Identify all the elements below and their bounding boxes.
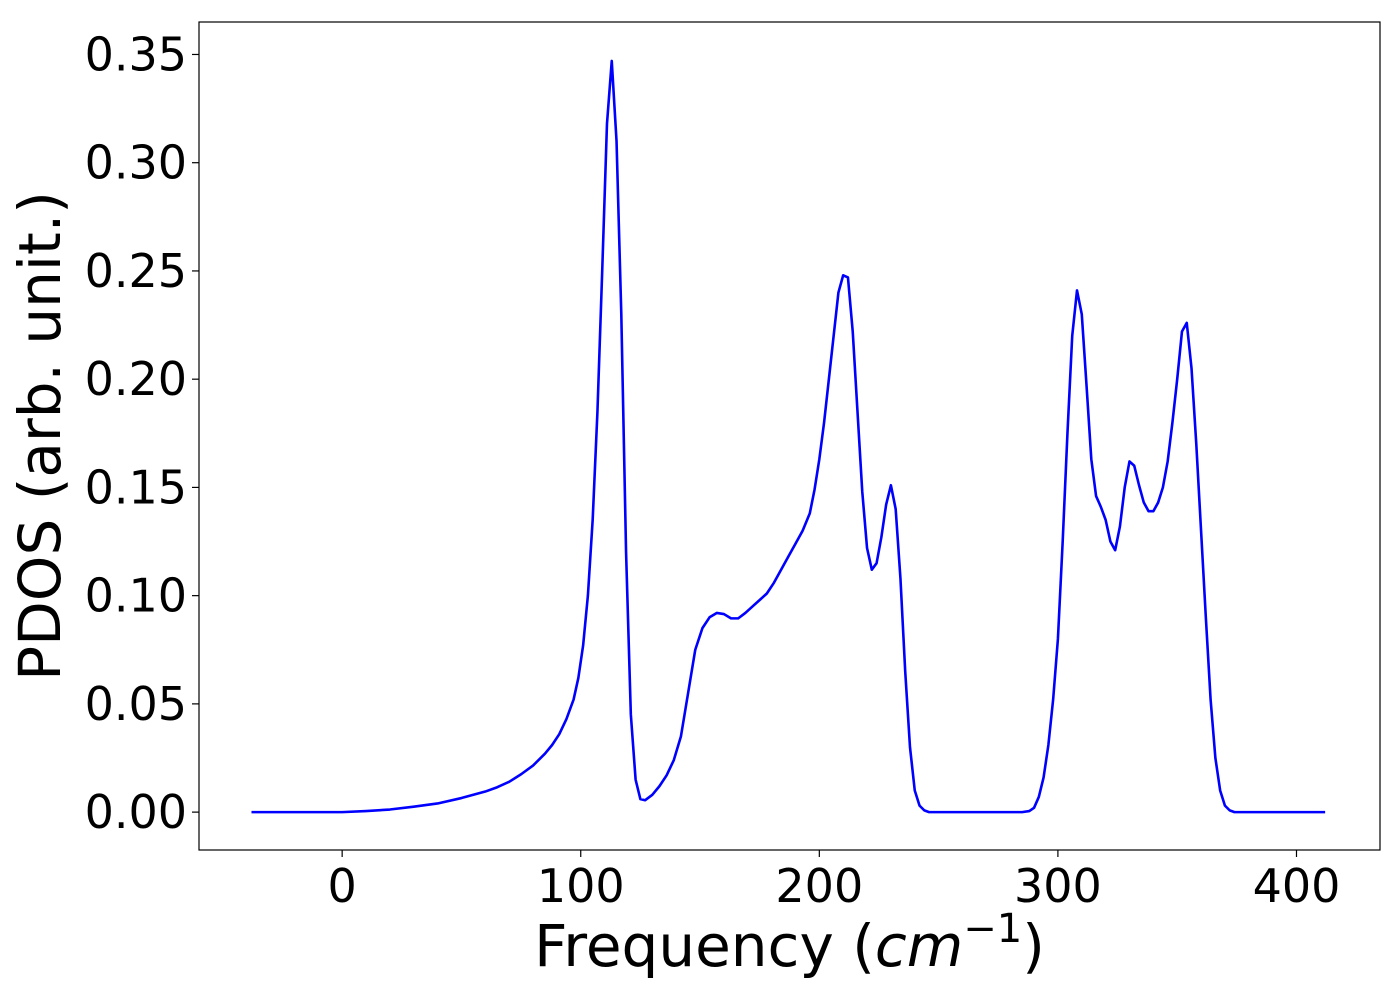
x-tick-label: 400 xyxy=(1253,859,1341,913)
y-tick-label: 0.15 xyxy=(85,460,187,514)
y-tick-label: 0.30 xyxy=(85,136,187,190)
x-title-exponent: −1 xyxy=(963,906,1022,952)
x-tick-label: 300 xyxy=(1014,859,1102,913)
x-axis: 0 100 200 300 400 xyxy=(328,850,1341,913)
y-axis-title: PDOS (arb. unit.) xyxy=(6,191,74,681)
x-title-prefix: Frequency ( xyxy=(534,912,875,980)
x-title-unit: cm xyxy=(875,912,963,980)
x-tick-label: 200 xyxy=(775,859,863,913)
x-tick-label: 100 xyxy=(537,859,625,913)
y-axis: 0.00 0.05 0.10 0.15 0.20 0.25 0.30 0.35 xyxy=(85,27,199,839)
series-layer xyxy=(251,59,1326,814)
plot-area-frame xyxy=(198,21,1381,851)
y-tick-label: 0.10 xyxy=(85,569,187,623)
y-tick-label: 0.25 xyxy=(85,244,187,298)
series-line-1 xyxy=(251,59,1326,814)
y-tick-label: 0.35 xyxy=(85,27,187,81)
y-tick-label: 0.20 xyxy=(85,352,187,406)
x-axis-title: Frequency (cm−1) xyxy=(534,906,1045,980)
y-tick-label: 0.00 xyxy=(85,785,187,839)
y-tick-label: 0.05 xyxy=(85,677,187,731)
x-title-suffix: ) xyxy=(1022,912,1045,980)
x-tick-label: 0 xyxy=(328,859,357,913)
